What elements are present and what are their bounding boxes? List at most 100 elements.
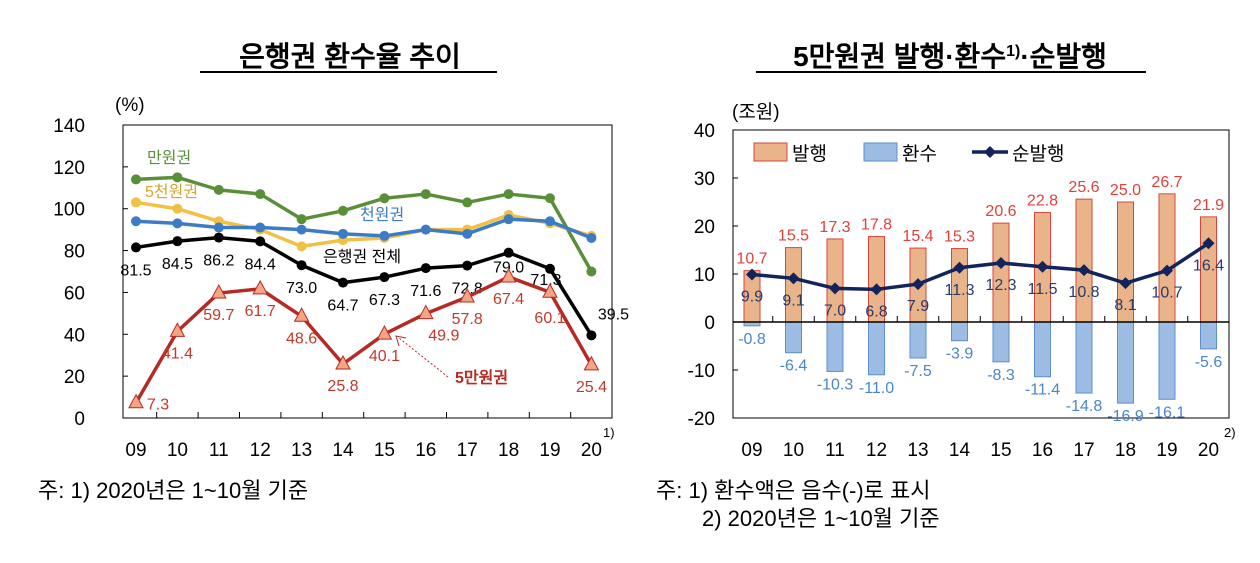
issuance-label: 15.4 [902,228,933,245]
issuance-bar [992,222,1010,323]
left-data-label: 84.4 [245,256,276,273]
legend-redemption-swatch [863,142,898,162]
left-y-tick-label: 20 [64,367,85,388]
left-point-marker [255,236,266,247]
issuance-label: 10.7 [736,251,767,268]
right-x-tick-label: 19 [1156,440,1177,461]
left-x-tick-label: 15 [374,440,395,461]
issuance-label: 15.5 [778,228,809,245]
left-triangle-marker [376,325,393,340]
net-issuance-label: 8.1 [1114,297,1136,314]
left-point-marker [379,193,390,204]
left-point-marker [213,222,224,233]
left-x-tick-label: 19 [539,440,560,461]
issuance-label: 25.6 [1068,179,1099,196]
left-plot-frame [122,124,613,419]
left-point-marker [172,236,183,247]
issuance-label: 25.0 [1110,182,1141,199]
left-series-line-2 [135,217,593,240]
left-point-marker [379,272,390,283]
right-y-tick-label: 0 [704,313,715,334]
left-data-label: 49.9 [428,328,459,345]
redemption-label: -16.9 [1107,408,1144,425]
right-x-tick-label: 09 [741,440,762,461]
issuance-label: 26.7 [1151,174,1182,191]
right-x-tick-label: 18 [1115,440,1136,461]
left-point-marker [586,266,597,277]
redemption-bar [868,321,885,376]
legend-issuance-swatch [753,142,788,162]
right-y-tick-label: 40 [694,121,715,142]
right-x-tick-label: 16 [1032,440,1053,461]
left-point-marker [503,189,514,200]
series-name-label: 5천원권 [145,183,198,201]
left-point-marker [545,216,555,227]
left-x-tick-label: 13 [291,440,312,461]
left-triangle-marker [500,267,517,283]
series-name-label: 만원권 [147,149,191,167]
left-x-tick-label: 18 [498,440,519,461]
left-y-tick-label: 100 [53,200,85,221]
right-footnote-1: 주: 1) 환수액은 음수(-)로 표시 [656,478,931,503]
left-data-label: 40.1 [369,348,400,365]
redemption-bar [992,321,1010,363]
net-issuance-marker [1119,277,1132,290]
right-y-unit: (조원) [732,101,780,123]
redemption-label: -3.9 [946,346,974,363]
left-data-label: 7.3 [147,397,169,414]
left-point-marker [131,242,141,253]
redemption-label: -8.3 [987,367,1015,384]
left-series-line-0 [135,175,593,273]
net-issuance-marker [1078,264,1090,277]
left-data-label: 61.7 [245,303,276,320]
left-triangle-marker [417,304,434,320]
issuance-bar [1158,193,1176,323]
left-y-tick-label: 120 [53,158,85,179]
right-x-tick-label: 10 [783,440,804,461]
left-point-marker [586,330,597,341]
left-point-marker [545,263,555,274]
left-triangle-marker [128,393,144,409]
left-triangle-marker [542,283,558,298]
net-issuance-line [751,241,1210,292]
left-x-tick-label: 11 [209,440,229,461]
left-point-marker [131,174,141,185]
left-point-marker [296,241,307,252]
left-x-tick-label: 12 [250,440,271,461]
legend-net-label: 순발행 [1012,143,1064,165]
right-x-tick-label: 11 [825,440,845,461]
left-series-line-3 [135,235,593,337]
net-issuance-label: 16.4 [1193,257,1224,274]
left-point-marker [255,222,266,233]
left-triangle-marker [335,354,351,370]
right-x-tick-label: 15 [990,440,1011,461]
left-x-tick-label: 16 [415,440,436,461]
redemption-bar [951,321,968,342]
redemption-bar [1034,321,1051,378]
right-y-tick-label: 20 [694,217,715,238]
legend-redemption-label: 환수 [902,143,937,165]
left-data-label: 39.5 [598,306,629,323]
left-point-marker [172,218,183,229]
left-last-category-note: 1) [603,425,615,440]
left-chart-title: 은행권 환수율 추이 [239,41,461,72]
left-y-tick-label: 0 [74,409,85,430]
right-chart-title: 5만원권 발행·환수1)·순발행 [793,41,1107,72]
left-data-label: 60.1 [534,310,565,327]
left-y-tick-label: 80 [64,242,85,263]
right-y-tick-label: 10 [694,265,715,286]
left-data-label: 86.2 [203,253,234,270]
left-data-label: 71.6 [410,283,441,300]
left-x-tick-label: 17 [457,440,478,461]
net-issuance-label: 11.3 [945,282,975,299]
left-data-label: 25.4 [576,379,607,396]
left-point-marker [503,214,514,225]
net-issuance-marker [1161,264,1173,277]
right-last-category-note: 2) [1224,425,1236,440]
issuance-label: 17.3 [819,219,850,236]
annotation-arrow-head [395,335,407,347]
left-point-marker [503,247,514,258]
left-y-unit: (%) [115,95,145,116]
right-y-tick-label: -10 [688,361,715,382]
left-footnote: 주: 1) 2020년은 1~10월 기준 [38,478,308,503]
